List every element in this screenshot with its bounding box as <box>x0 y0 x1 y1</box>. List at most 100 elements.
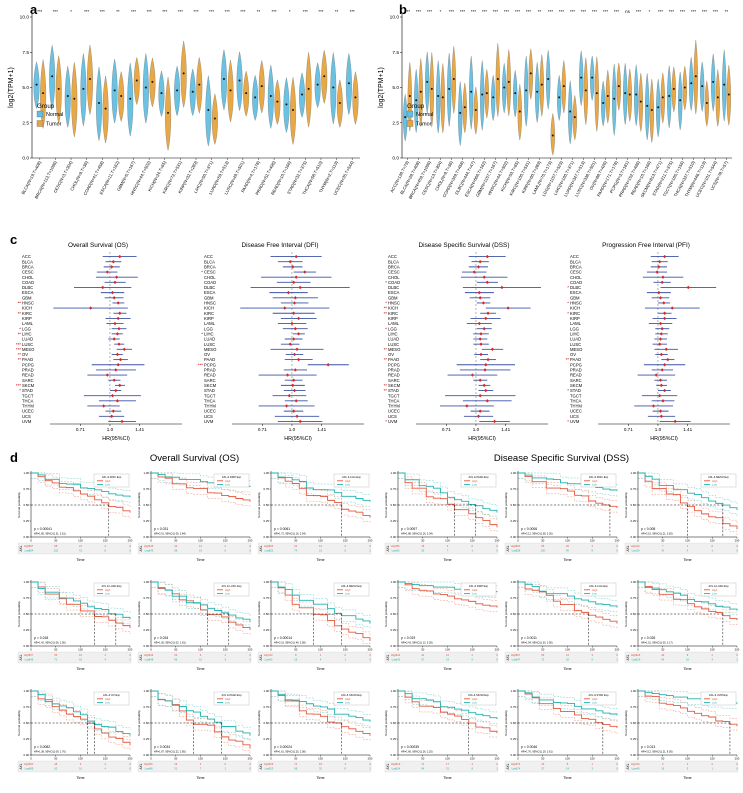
svg-text:AXL & SKCM Exp: AXL & SKCM Exp <box>468 693 489 697</box>
svg-text:PRAD: PRAD <box>22 368 34 373</box>
svg-text:142: 142 <box>396 653 401 657</box>
svg-text:150: 150 <box>710 648 715 652</box>
svg-text:HR=1.51, 95%CI(1.05, 2.17): HR=1.51, 95%CI(1.05, 2.17) <box>641 642 673 645</box>
svg-text:4: 4 <box>345 762 347 766</box>
forest-plot-dfi: Disease Free Interval (DFI) 0.71 1.0 1.41 HR… <box>198 242 364 442</box>
svg-text:*: * <box>385 326 387 331</box>
svg-text:Overall Survival (OS): Overall Survival (OS) <box>68 242 128 249</box>
forest-plot-dss: Disease Specific Survival (DSS) 0.71 1.0 1.… <box>384 242 548 442</box>
svg-text:AXL & SKCM Exp: AXL & SKCM Exp <box>341 693 362 697</box>
svg-text:1: 1 <box>736 658 738 662</box>
svg-text:4: 4 <box>712 658 714 662</box>
svg-text:4: 4 <box>105 544 107 548</box>
svg-text:**: ** <box>384 347 388 352</box>
svg-text:Survival probability: Survival probability <box>504 710 508 736</box>
svg-text:High: High <box>225 697 231 701</box>
svg-text:ESCA: ESCA <box>22 290 34 295</box>
svg-text:1.00: 1.00 <box>264 689 270 693</box>
svg-text:SKCM: SKCM <box>22 383 35 388</box>
svg-text:*: * <box>567 388 569 393</box>
svg-text:248: 248 <box>149 658 154 662</box>
svg-text:CHOL: CHOL <box>570 275 582 280</box>
svg-text:LUAD: LUAD <box>22 337 33 342</box>
svg-text:Survival probability: Survival probability <box>257 601 261 627</box>
svg-text:4: 4 <box>105 658 107 662</box>
svg-text:264: 264 <box>29 549 34 553</box>
svg-text:***: *** <box>147 9 152 14</box>
svg-text:***: *** <box>350 9 355 14</box>
svg-text:246: 246 <box>149 653 154 657</box>
svg-text:0: 0 <box>496 544 498 548</box>
svg-text:0.00: 0.00 <box>631 753 637 757</box>
svg-text:ESCA: ESCA <box>388 290 400 295</box>
svg-text:190: 190 <box>29 762 34 766</box>
svg-text:150: 150 <box>470 757 475 761</box>
svg-text:0.50: 0.50 <box>144 503 150 507</box>
svg-text:LAML: LAML <box>204 321 216 326</box>
svg-text:5.0: 5.0 <box>22 85 29 91</box>
svg-text:Time: Time <box>76 558 84 562</box>
svg-text:0.50: 0.50 <box>631 612 637 616</box>
svg-text:229: 229 <box>269 762 274 766</box>
svg-text:0: 0 <box>712 762 714 766</box>
svg-text:50: 50 <box>294 648 298 652</box>
svg-text:0.00: 0.00 <box>391 535 397 539</box>
svg-text:9: 9 <box>687 653 689 657</box>
svg-text:p = 0.026: p = 0.026 <box>641 636 655 640</box>
svg-text:12: 12 <box>566 653 569 657</box>
svg-text:1: 1 <box>345 658 347 662</box>
svg-text:AXL: AXL <box>19 545 23 551</box>
svg-text:High: High <box>472 479 478 483</box>
svg-text:0: 0 <box>637 757 639 761</box>
svg-text:0: 0 <box>129 549 131 553</box>
svg-text:LIHC: LIHC <box>22 331 32 336</box>
svg-text:200: 200 <box>128 648 133 652</box>
svg-text:p = 0.0034: p = 0.0034 <box>154 745 170 749</box>
svg-text:1.00: 1.00 <box>144 689 150 693</box>
svg-text:BRCA: BRCA <box>570 264 582 269</box>
svg-text:***: *** <box>614 9 619 14</box>
svg-text:50: 50 <box>661 539 665 543</box>
svg-text:0: 0 <box>150 757 152 761</box>
svg-text:BRCA: BRCA <box>204 264 216 269</box>
svg-text:0.50: 0.50 <box>24 721 30 725</box>
svg-text:**: ** <box>566 357 570 362</box>
svg-text:0.75: 0.75 <box>631 596 637 600</box>
svg-text:0.00: 0.00 <box>391 644 397 648</box>
svg-text:***: *** <box>658 9 663 14</box>
svg-text:Time: Time <box>683 667 691 671</box>
svg-text:*: * <box>440 9 442 14</box>
km-group-title-dss: Disease Specific Survival (DSS) <box>493 453 630 464</box>
svg-text:71: 71 <box>54 658 57 662</box>
svg-text:**: ** <box>384 357 388 362</box>
svg-text:KIRP: KIRP <box>22 316 32 321</box>
svg-text:0: 0 <box>129 653 131 657</box>
svg-text:49: 49 <box>661 653 664 657</box>
svg-text:High: High <box>511 544 517 548</box>
svg-text:189: 189 <box>29 767 34 771</box>
svg-text:GBM: GBM <box>388 295 398 300</box>
svg-text:0: 0 <box>397 757 399 761</box>
svg-text:STAD: STAD <box>570 388 581 393</box>
svg-text:257: 257 <box>516 653 521 657</box>
svg-text:PAAD: PAAD <box>22 357 33 362</box>
forest-plot-pfi: Progression Free Interval (PFI) 0.71 1.0 1.… <box>566 242 730 442</box>
svg-text:SARC: SARC <box>22 378 34 383</box>
svg-text:***: *** <box>636 9 641 14</box>
svg-text:0.50: 0.50 <box>24 612 30 616</box>
svg-text:HR(95%CI): HR(95%CI) <box>284 436 312 442</box>
svg-text:50: 50 <box>54 757 58 761</box>
svg-text:50: 50 <box>541 648 545 652</box>
svg-text:18: 18 <box>319 762 322 766</box>
svg-text:141: 141 <box>396 658 401 662</box>
svg-text:COAD: COAD <box>22 280 34 285</box>
svg-text:0.25: 0.25 <box>631 519 637 523</box>
svg-text:0: 0 <box>397 648 399 652</box>
svg-text:High: High <box>345 588 351 592</box>
svg-text:UVM: UVM <box>22 419 32 424</box>
svg-text:AXL & LUAD Exp: AXL & LUAD Exp <box>101 584 122 588</box>
svg-text:p = 0.0011: p = 0.0011 <box>521 636 537 640</box>
